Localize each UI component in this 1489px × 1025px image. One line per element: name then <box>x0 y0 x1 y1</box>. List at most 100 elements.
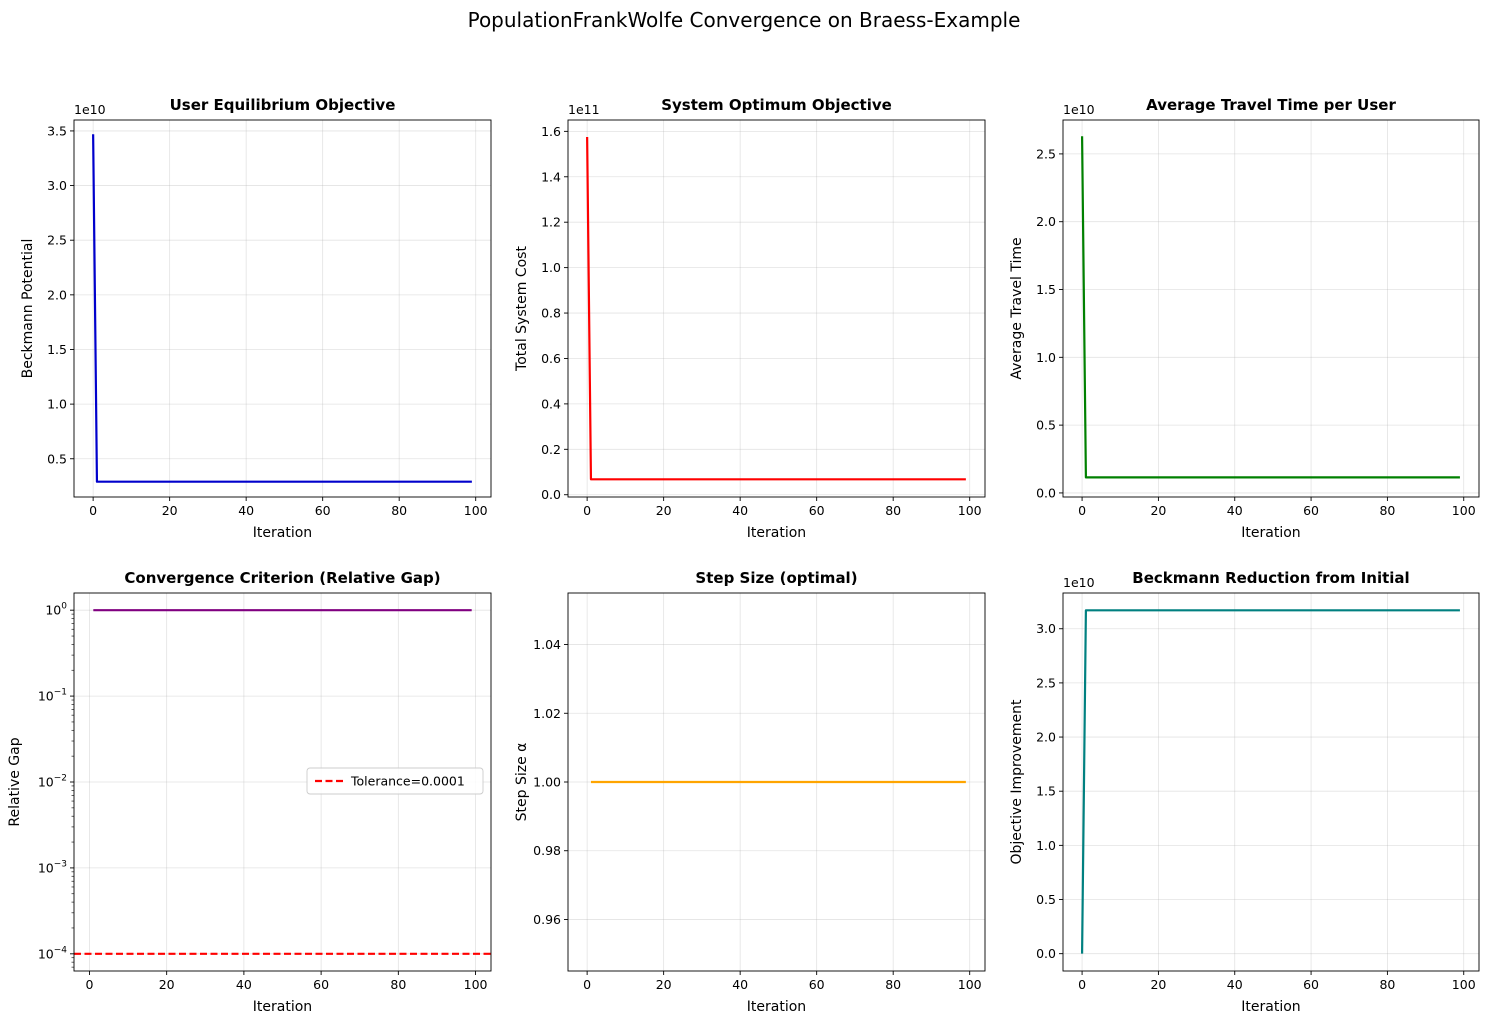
y-tick-label: 3.5 <box>47 123 67 138</box>
x-tick-label: 0 <box>1078 977 1086 992</box>
y-tick-label: 1.00 <box>533 775 561 790</box>
y-tick-label: 1.0 <box>1036 350 1056 365</box>
y-tick-label: 0.0 <box>1036 946 1056 961</box>
x-tick-label: 40 <box>1227 503 1243 518</box>
x-tick-label: 0 <box>583 977 591 992</box>
y-tick-label: 3.0 <box>47 178 67 193</box>
x-axis-label: Iteration <box>1241 525 1300 541</box>
y-tick-label: 0.98 <box>533 843 561 858</box>
x-axis-label: Iteration <box>253 525 312 541</box>
x-tick-label: 20 <box>1150 503 1166 518</box>
y-tick-label: 1.02 <box>533 706 561 721</box>
x-tick-label: 0 <box>89 503 97 518</box>
x-tick-label: 60 <box>315 503 331 518</box>
axes-frame <box>567 119 986 498</box>
y-tick-label: 1.0 <box>1036 838 1056 853</box>
y-tick-label: 1.4 <box>541 169 561 184</box>
x-tick-label: 60 <box>313 977 329 992</box>
x-tick-label: 0 <box>1078 503 1086 518</box>
y-tick-label: 1.5 <box>1036 282 1056 297</box>
y-tick-label: 100 <box>45 602 67 618</box>
y-axis-label: Step Size α <box>514 743 530 822</box>
chart-panel-6: 0 20 40 60 80 100 0.0 0.5 1.0 1.5 2.0 2.5 3.0 1e10 Bec… <box>1009 569 1480 1015</box>
axis-offset-label: 1e10 <box>1063 102 1095 117</box>
y-tick-label: 10−1 <box>38 688 67 704</box>
x-tick-label: 40 <box>732 503 748 518</box>
y-tick-label: 1.5 <box>1036 784 1056 799</box>
y-tick-label: 0.0 <box>541 487 561 502</box>
x-tick-label: 40 <box>236 977 252 992</box>
y-tick-label: 0.6 <box>541 351 561 366</box>
chart-title: Beckmann Reduction from Initial <box>1132 569 1409 587</box>
x-tick-label: 20 <box>656 503 672 518</box>
axis-offset-label: 1e10 <box>74 102 106 117</box>
panels-container: 0 20 40 60 80 100 0.5 1.0 1.5 2.0 2.5 3.0 3.5 1e10 Use… <box>7 96 1480 1015</box>
y-tick-label: 0.96 <box>533 912 561 927</box>
x-tick-label: 100 <box>958 977 982 992</box>
chart-title: Convergence Criterion (Relative Gap) <box>124 569 440 587</box>
axes-frame <box>1062 592 1480 972</box>
x-tick-label: 60 <box>1303 503 1319 518</box>
x-tick-label: 100 <box>958 503 982 518</box>
x-tick-label: 100 <box>464 503 488 518</box>
y-tick-label: 2.0 <box>1036 214 1056 229</box>
y-tick-label: 2.0 <box>47 287 67 302</box>
y-tick-label: 0.5 <box>1036 892 1056 907</box>
y-tick-label: 0.8 <box>541 306 561 321</box>
y-tick-label: 0.0 <box>1036 485 1056 500</box>
y-axis-label: Relative Gap <box>7 737 23 826</box>
axes-frame <box>1062 119 1480 498</box>
y-axis-label: Total System Cost <box>514 246 530 372</box>
chart-title: User Equilibrium Objective <box>170 96 396 114</box>
y-tick-label: 0.2 <box>541 442 561 457</box>
chart-panel-5: 0 20 40 60 80 100 0.96 0.98 1.00 1.02 1.04 Step Siz… <box>514 569 986 1015</box>
x-tick-label: 20 <box>656 977 672 992</box>
chart-panel-1: 0 20 40 60 80 100 0.5 1.0 1.5 2.0 2.5 3.0 3.5 1e10 Use… <box>20 96 492 541</box>
x-tick-label: 80 <box>1379 503 1395 518</box>
y-axis-label: Beckmann Potential <box>20 239 36 379</box>
y-tick-label: 10−3 <box>38 859 67 875</box>
x-tick-label: 0 <box>85 977 93 992</box>
x-tick-label: 80 <box>1379 977 1395 992</box>
x-axis-label: Iteration <box>253 999 312 1015</box>
x-tick-label: 80 <box>885 977 901 992</box>
y-tick-label: 10−4 <box>38 945 67 961</box>
x-tick-label: 20 <box>159 977 175 992</box>
y-tick-label: 2.0 <box>1036 730 1056 745</box>
y-tick-label: 3.0 <box>1036 621 1056 636</box>
x-tick-label: 60 <box>1303 977 1319 992</box>
y-tick-label: 0.5 <box>47 451 67 466</box>
chart-panel-4: 0 20 40 60 80 100 100 10−1 10−2 10−3 10−4 Convergen… <box>7 569 492 1015</box>
x-tick-label: 100 <box>464 977 488 992</box>
y-tick-label: 10−2 <box>38 774 67 790</box>
series-line <box>1080 136 1460 479</box>
axis-offset-label: 1e11 <box>568 102 600 117</box>
x-axis-label: Iteration <box>747 525 806 541</box>
x-tick-label: 20 <box>1150 977 1166 992</box>
series-line <box>1080 609 1460 954</box>
legend-box <box>306 767 484 795</box>
x-tick-label: 60 <box>809 977 825 992</box>
x-tick-label: 100 <box>1452 977 1476 992</box>
chart-panel-3: 0 20 40 60 80 100 0.0 0.5 1.0 1.5 2.0 2.5 1e10 Averag… <box>1009 96 1480 541</box>
axes-frame <box>73 119 492 498</box>
x-tick-label: 0 <box>583 503 591 518</box>
x-axis-label: Iteration <box>747 999 806 1015</box>
chart-panel-2: 0 20 40 60 80 100 0.0 0.2 0.4 0.6 0.8 1.0 1.2 1.4 1.6 1… <box>514 96 986 541</box>
y-tick-label: 1.0 <box>47 397 67 412</box>
y-tick-label: 1.04 <box>533 637 561 652</box>
y-tick-label: 0.4 <box>541 396 561 411</box>
x-tick-label: 80 <box>390 977 406 992</box>
x-tick-label: 80 <box>885 503 901 518</box>
x-tick-label: 40 <box>238 503 254 518</box>
chart-title: Step Size (optimal) <box>695 569 857 587</box>
chart-title: Average Travel Time per User <box>1146 96 1396 114</box>
y-tick-label: 1.2 <box>541 215 561 230</box>
y-axis-label: Average Travel Time <box>1009 237 1025 379</box>
x-axis-label: Iteration <box>1241 999 1300 1015</box>
axis-offset-label: 1e10 <box>1063 575 1095 590</box>
series-line <box>586 137 966 481</box>
y-tick-label: 1.6 <box>541 124 561 139</box>
chart-title: System Optimum Objective <box>661 96 892 114</box>
